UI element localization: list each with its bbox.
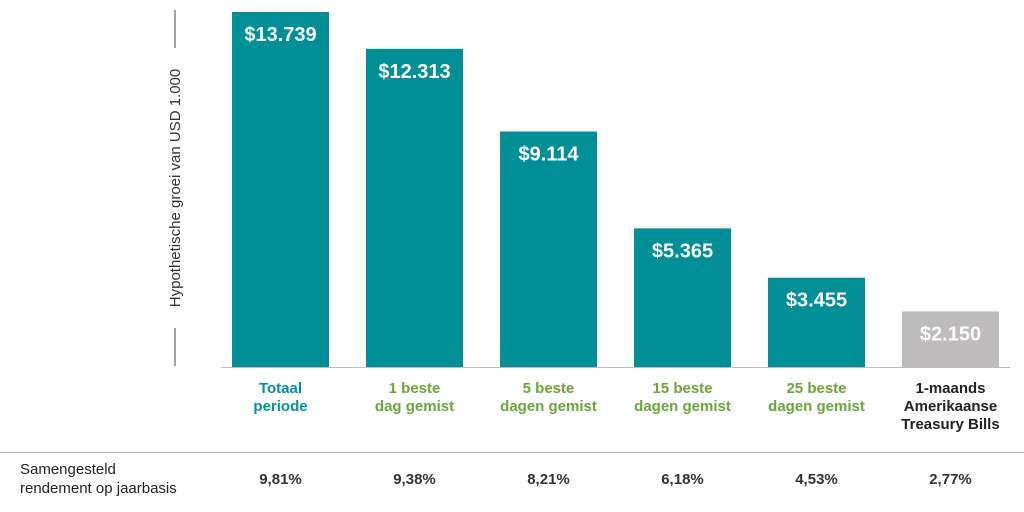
bar-value-label: $13.739 — [244, 24, 316, 46]
category-label-line: dagen gemist — [500, 398, 597, 415]
bar-2 — [500, 131, 597, 367]
category-label-line: Amerikaanse — [904, 398, 997, 415]
y-axis-label-group: Hypothetische groei van USD 1.000 — [167, 10, 184, 366]
category-label: 15 beste dagen gemist — [634, 380, 731, 415]
bar-value-label: $9.114 — [518, 144, 579, 166]
category-label-line: 25 beste — [786, 380, 846, 397]
annual-return-value: 6,18% — [661, 471, 704, 488]
annual-return-label-line: rendement op jaarbasis — [20, 480, 177, 497]
category-label-line: periode — [253, 398, 307, 415]
bar-3 — [634, 228, 731, 367]
category-label-line: dagen gemist — [634, 398, 731, 415]
bar-value-label: $5.365 — [652, 240, 713, 262]
category-label: 5 beste dagen gemist — [500, 380, 597, 415]
annual-return-label: Samengesteld rendement op jaarbasis — [20, 461, 177, 497]
category-label: 1 beste dag gemist — [375, 380, 454, 415]
bars-layer: $13.739 $12.313 $9.114 $5.365 $3.455 $2.150 — [232, 12, 999, 368]
category-label: Totaal periode — [253, 380, 307, 415]
annual-return-row: 9,81% 9,38% 8,21% 6,18% 4,53% 2,77% Samengeste… — [20, 461, 972, 497]
annual-return-value: 9,81% — [259, 471, 302, 488]
bar-value-label: $12.313 — [378, 61, 450, 83]
category-label: 25 beste dagen gemist — [768, 380, 865, 415]
category-label-line: Totaal — [259, 380, 302, 397]
bar-0 — [232, 12, 329, 367]
bar-4 — [768, 277, 865, 367]
category-label-line: Treasury Bills — [901, 416, 999, 433]
category-label-line: dagen gemist — [768, 398, 865, 415]
annual-return-label-line: Samengesteld — [20, 461, 116, 478]
annual-return-value: 8,21% — [527, 471, 570, 488]
annual-return-value: 2,77% — [929, 471, 972, 488]
annual-return-value: 4,53% — [795, 471, 838, 488]
category-label: 1-maands Amerikaanse Treasury Bills — [901, 380, 999, 433]
bar-value-label: $3.455 — [786, 290, 847, 312]
bar-value-label: $2.150 — [920, 323, 981, 345]
category-label-line: 5 beste — [523, 380, 575, 397]
category-label-line: dag gemist — [375, 398, 454, 415]
bar-1 — [366, 48, 463, 368]
category-label-line: 1-maands — [915, 380, 985, 397]
bar-5 — [902, 311, 999, 367]
annual-return-value: 9,38% — [393, 471, 436, 488]
category-label-line: 15 beste — [652, 380, 712, 397]
category-label-line: 1 beste — [389, 380, 441, 397]
y-axis-label: Hypothetische groei van USD 1.000 — [167, 69, 184, 307]
